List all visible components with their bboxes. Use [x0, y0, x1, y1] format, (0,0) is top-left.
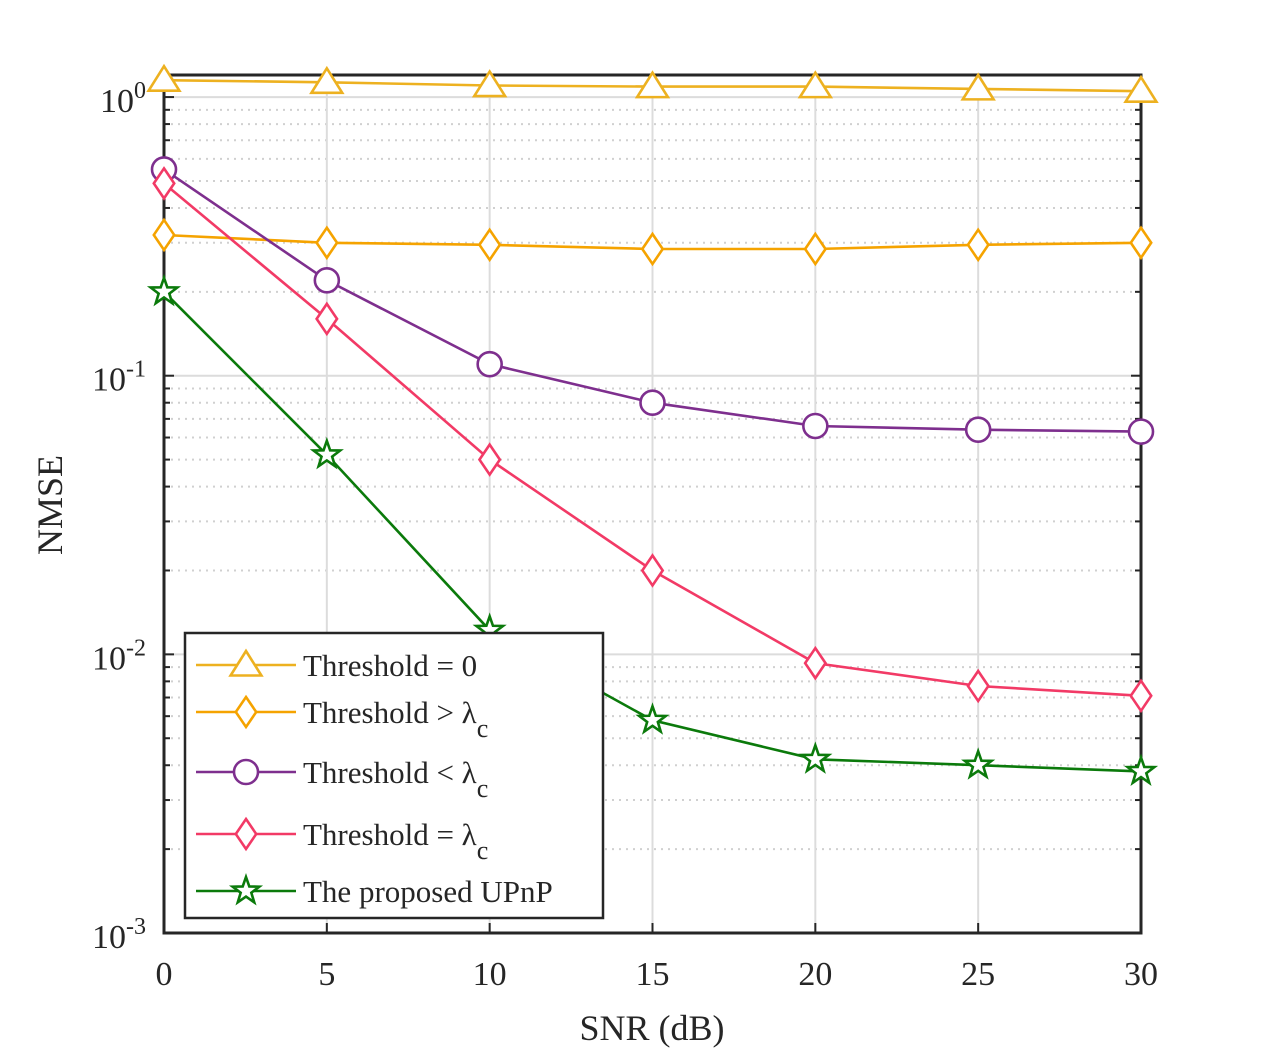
data-point-marker — [315, 301, 339, 337]
data-point-marker — [313, 266, 341, 294]
data-point-marker — [635, 702, 670, 735]
data-point-marker — [640, 553, 665, 588]
data-point-marker — [634, 70, 671, 99]
data-point-marker — [797, 70, 834, 99]
data-point-marker — [961, 747, 996, 780]
data-point-marker — [152, 217, 176, 253]
data-point-marker — [309, 436, 344, 470]
data-point-marker — [1129, 678, 1153, 714]
data-point-marker — [309, 65, 345, 95]
series-1 — [146, 63, 1159, 103]
data-point-marker — [964, 416, 992, 444]
x-tick-label: 20 — [798, 956, 832, 993]
legend-swatch-marker — [232, 758, 260, 786]
legend-swatch-marker — [228, 648, 264, 677]
data-point-marker — [471, 69, 508, 98]
legend-swatch-marker — [228, 873, 264, 906]
legend-entry-label: Threshold > λc — [303, 695, 488, 743]
x-tick-label: 10 — [473, 956, 507, 993]
data-point-marker — [960, 72, 996, 101]
data-point-marker — [1127, 418, 1155, 445]
series-layer — [146, 63, 1159, 786]
x-axis-label: SNR (dB) — [579, 1008, 724, 1048]
data-point-marker — [146, 63, 182, 92]
legend-entry-label: Threshold < λc — [303, 755, 488, 803]
legend: Threshold = 0 Threshold > λc Threshold < λ… — [183, 631, 605, 920]
legend-entry-label: Threshold = 0 — [303, 648, 477, 683]
data-point-marker — [1123, 74, 1159, 103]
x-tick-label: 5 — [318, 956, 335, 993]
data-point-marker — [476, 350, 503, 378]
y-tick-labels: 100 10-1 10-2 10-3 — [92, 78, 146, 956]
x-tick-label: 25 — [961, 956, 995, 993]
x-tick-label: 15 — [636, 956, 670, 993]
data-point-marker — [798, 741, 833, 774]
x-tick-labels: 0 5 10 15 20 25 30 — [156, 956, 1159, 993]
data-point-marker — [966, 668, 990, 704]
x-tick-label: 0 — [156, 956, 173, 993]
y-axis-label: NMSE — [30, 455, 70, 555]
data-point-marker — [802, 412, 829, 440]
data-point-marker — [315, 225, 339, 261]
series-4 — [152, 166, 1153, 714]
legend-entry-label: The proposed UPnP — [303, 874, 553, 909]
data-point-marker — [640, 231, 665, 267]
x-tick-label: 30 — [1124, 956, 1158, 993]
y-tick-label: 10-1 — [92, 357, 146, 399]
data-point-marker — [803, 231, 828, 267]
y-tick-label: 10-2 — [92, 635, 146, 677]
data-point-marker — [1129, 225, 1153, 261]
legend-swatch-marker — [234, 694, 258, 730]
data-point-marker — [152, 166, 176, 201]
series-3 — [150, 156, 1155, 445]
series-2 — [152, 217, 1153, 267]
data-point-marker — [966, 227, 990, 263]
data-point-marker — [1123, 753, 1159, 786]
legend-swatch-marker — [234, 816, 258, 852]
data-point-marker — [639, 389, 666, 417]
data-point-marker — [477, 227, 502, 263]
data-point-marker — [803, 645, 828, 681]
series-5 — [146, 273, 1159, 786]
y-tick-label: 10-3 — [92, 914, 146, 956]
data-point-marker — [146, 273, 182, 307]
y-tick-label: 100 — [100, 78, 146, 120]
data-point-marker — [477, 442, 502, 477]
legend-entry-label: Threshold = λc — [303, 817, 488, 865]
